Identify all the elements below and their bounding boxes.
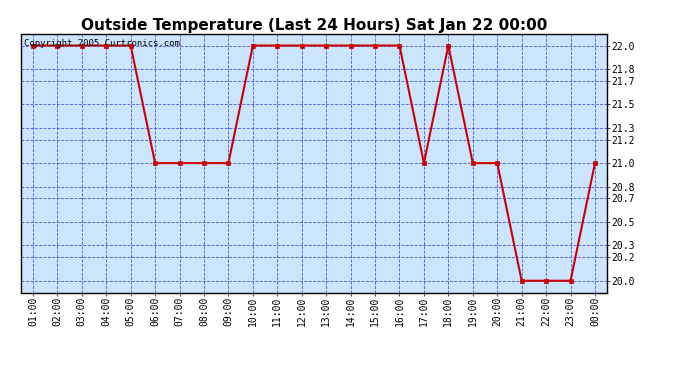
Title: Outside Temperature (Last 24 Hours) Sat Jan 22 00:00: Outside Temperature (Last 24 Hours) Sat … <box>81 18 547 33</box>
Text: Copyright 2005 Curtronics.com: Copyright 2005 Curtronics.com <box>23 39 179 48</box>
